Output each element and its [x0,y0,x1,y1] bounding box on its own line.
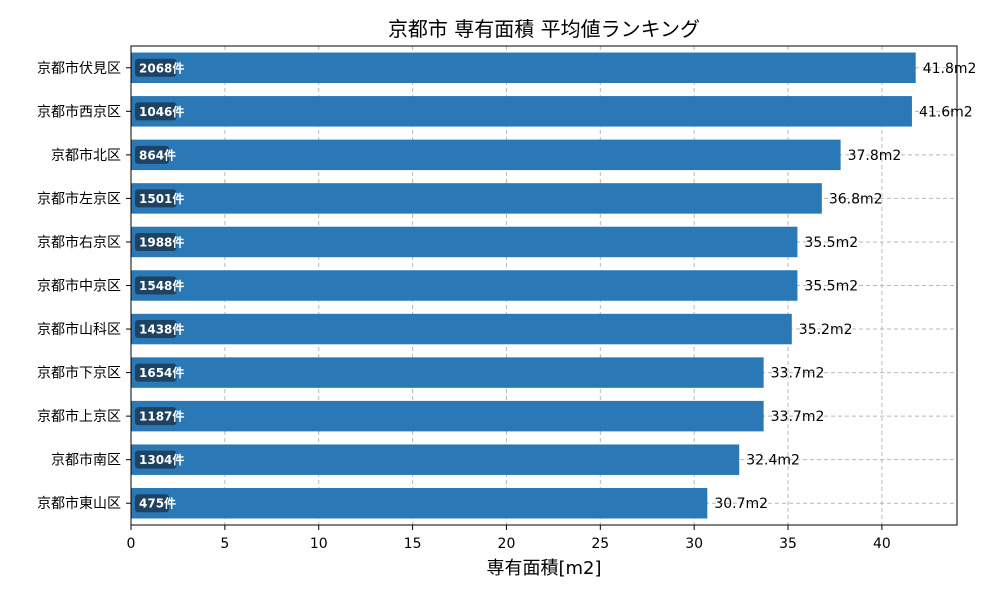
category-label: 京都市北区 [51,147,121,164]
x-tick-label: 25 [591,536,609,552]
count-label: 1438件 [139,322,184,337]
count-label: 1654件 [139,365,184,380]
value-label: 41.6m2 [919,104,973,120]
bar [131,270,798,301]
count-badge [135,494,169,513]
x-tick-label: 5 [220,536,229,552]
count-badge [135,58,177,77]
category-label: 京都市南区 [51,452,121,469]
count-badge [135,102,177,121]
bar [131,96,912,127]
count-badge [135,276,177,295]
x-tick-label: 20 [498,536,516,552]
count-label: 1046件 [139,104,184,119]
count-label: 1548件 [139,278,184,293]
category-label: 京都市右京区 [37,234,121,251]
bar [131,444,740,475]
x-axis-ticks: 0 5 10 15 20 25 30 35 40 [127,525,891,552]
count-badge [135,363,177,382]
count-label: 1304件 [139,452,184,467]
category-label: 京都市山科区 [37,321,121,338]
value-label: 35.5m2 [804,235,858,251]
bar [131,400,764,432]
value-label: 37.8m2 [848,148,902,164]
x-axis-label: 専有面積[m2] [486,558,601,579]
count-badge [135,320,177,339]
category-label: 京都市上京区 [37,408,121,425]
value-label: 41.8m2 [923,61,977,77]
count-label: 1501件 [139,191,184,206]
count-badge [135,450,177,469]
x-tick-label: 15 [404,536,422,552]
x-tick-label: 40 [873,536,891,552]
value-label: 35.2m2 [799,322,853,338]
bar [131,183,822,214]
count-label: 475件 [139,496,176,511]
value-label: 35.5m2 [804,279,858,295]
bar [131,52,916,84]
category-label: 京都市左京区 [37,190,121,207]
category-label: 京都市東山区 [37,495,121,512]
bar [131,139,841,171]
value-label: 33.7m2 [771,366,825,382]
bars: 41.8m2 2068件 41.6m2 1046件 37.8m2 864件 36.8m2 15… [131,52,977,519]
count-label: 2068件 [139,60,184,75]
chart-title: 京都市 専有面積 平均値ランキング [388,17,700,41]
x-tick-label: 10 [310,536,328,552]
x-tick-label: 35 [779,536,797,552]
category-label: 京都市西京区 [37,103,121,120]
bar [131,226,798,258]
y-axis-ticks: 京都市伏見区京都市西京区京都市北区京都市左京区京都市右京区京都市中京区京都市山科… [37,60,131,512]
x-tick-label: 30 [685,536,703,552]
count-label: 864件 [139,147,176,162]
bar [131,357,764,388]
value-label: 36.8m2 [829,191,883,207]
category-label: 京都市下京区 [37,365,121,382]
count-badge [135,407,177,426]
value-label: 32.4m2 [746,453,800,469]
count-label: 1988件 [139,234,184,249]
category-label: 京都市伏見区 [37,60,121,77]
value-label: 33.7m2 [771,409,825,425]
bar [131,313,792,345]
count-badge [135,189,177,208]
count-label: 1187件 [139,409,184,424]
count-badge [135,232,177,251]
x-tick-label: 0 [127,536,136,552]
bar [131,487,708,519]
category-label: 京都市中京区 [37,278,121,295]
value-label: 30.7m2 [714,496,768,512]
count-badge [135,145,169,164]
